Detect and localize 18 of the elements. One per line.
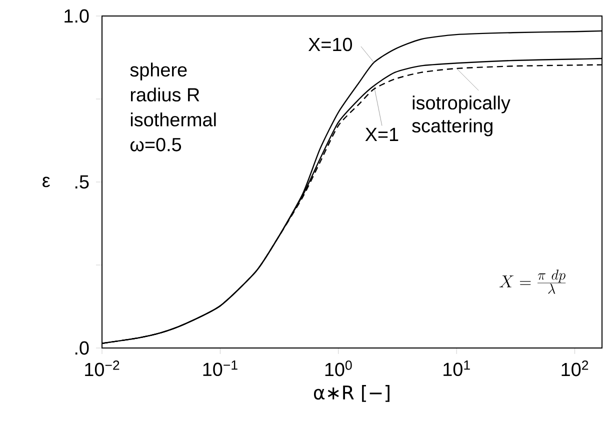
- x-axis-title: α∗R [−]: [314, 385, 390, 402]
- series-label: X=1: [365, 128, 398, 141]
- y-tick-label: .0: [75, 341, 89, 355]
- annotation: $X={\pi\ dp \over \lambda}$: [499, 270, 566, 294]
- y-axis-title: ε: [42, 176, 50, 188]
- annotation: sphere: [130, 62, 187, 80]
- y-tick-label: 1.0: [64, 9, 89, 23]
- x-tick-label: 10$^{−2}$: [85, 360, 120, 376]
- annotation: radius R: [130, 88, 200, 102]
- x-tick-label: 10$^{0}$: [325, 360, 352, 376]
- x-tick-label: 10$^{2}$: [562, 360, 588, 376]
- series-label: X=10: [308, 38, 352, 52]
- series-label: isotropically scattering: [412, 96, 510, 136]
- y-tick-label: .5: [75, 175, 89, 189]
- annotation: ω=0.5: [130, 138, 182, 152]
- annotation: isothermal: [130, 112, 216, 126]
- x-tick-label: 10$^{1}$: [444, 360, 470, 376]
- x-tick-label: 10$^{−1}$: [203, 360, 238, 376]
